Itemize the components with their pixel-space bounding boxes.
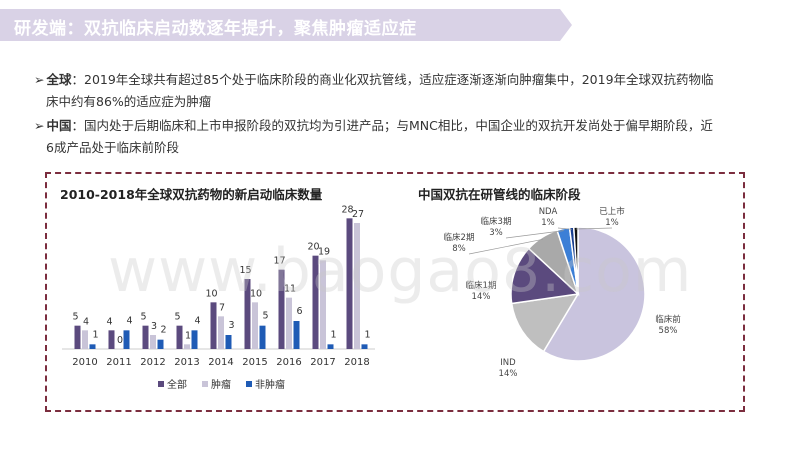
bar-chart-title: 2010-2018年全球双抗药物的新启动临床数量 bbox=[60, 187, 323, 202]
bullet-list: ➢ 全球：2019年全球共有超过85个处于临床阶段的商业化双抗管线，适应症逐渐逐渐… bbox=[34, 69, 774, 161]
pie-chart-title: 中国双抗在研管线的临床阶段 bbox=[418, 187, 581, 202]
bullet-china: ➢ 中国：国内处于后期临床和上市申报阶段的双抗均为引进产品；与MNC相比，中国企业… bbox=[34, 115, 774, 159]
bullet-global: ➢ 全球：2019年全球共有超过85个处于临床阶段的商业化双抗管线，适应症逐渐逐渐… bbox=[34, 69, 774, 113]
bullet-text-cont: 床中约有86%的适应症为肿瘤 bbox=[46, 94, 212, 109]
charts-panel bbox=[45, 172, 745, 412]
title-banner bbox=[0, 9, 572, 41]
bullet-lead: 全球 bbox=[46, 72, 72, 87]
bullet-text-cont: 6成产品处于临床前阶段 bbox=[46, 140, 179, 155]
bullet-text: ：国内处于后期临床和上市申报阶段的双抗均为引进产品；与MNC相比，中国企业的双抗… bbox=[71, 118, 713, 133]
page-title: 研发端：双抗临床启动数逐年提升，聚焦肿瘤适应症 bbox=[14, 19, 417, 39]
arrow-bullet-icon: ➢ bbox=[34, 118, 45, 133]
bullet-text: ：2019年全球共有超过85个处于临床阶段的商业化双抗管线，适应症逐渐逐渐向肿瘤… bbox=[71, 72, 714, 87]
arrow-bullet-icon: ➢ bbox=[34, 72, 45, 87]
bullet-lead: 中国 bbox=[46, 118, 72, 133]
